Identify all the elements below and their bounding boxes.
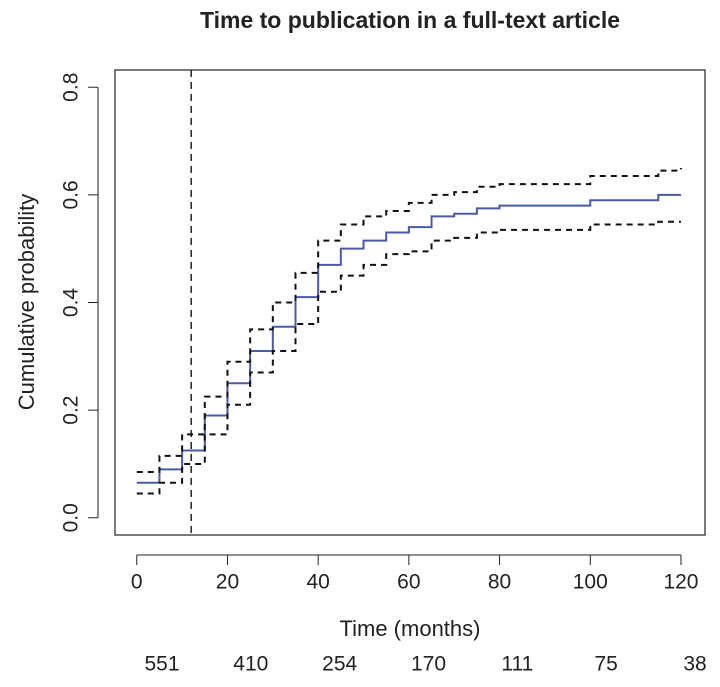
at-risk-label: 551	[144, 653, 179, 676]
x-tick-label: 80	[488, 571, 511, 594]
chart-title: Time to publication in a full-text artic…	[200, 7, 620, 33]
x-axis-label: Time (months)	[340, 616, 481, 641]
at-risk-label: 38	[683, 653, 706, 676]
at-risk-label: 410	[233, 653, 268, 676]
x-tick-label: 120	[663, 571, 698, 594]
at-risk-label: 111	[501, 653, 533, 676]
plot-box	[114, 69, 706, 536]
at-risk-label: 254	[322, 653, 357, 676]
y-tick-label: 0.2	[60, 396, 83, 425]
y-tick-label: 0.6	[60, 180, 83, 209]
series-line	[136, 220, 681, 495]
y-axis-label: Cumulative probability	[14, 194, 39, 410]
x-tick-label: 0	[131, 571, 143, 594]
series-line	[136, 167, 682, 474]
x-tick-label: 40	[306, 571, 329, 594]
at-risk-label: 170	[411, 653, 446, 676]
x-tick-label: 60	[397, 571, 420, 594]
series-line	[136, 193, 681, 484]
y-tick-label: 0.8	[60, 73, 83, 102]
at-risk-label: 75	[594, 653, 617, 676]
x-tick-label: 100	[573, 571, 608, 594]
y-tick-label: 0.0	[60, 503, 83, 532]
y-tick-label: 0.4	[60, 288, 83, 318]
x-tick-label: 20	[216, 571, 239, 594]
